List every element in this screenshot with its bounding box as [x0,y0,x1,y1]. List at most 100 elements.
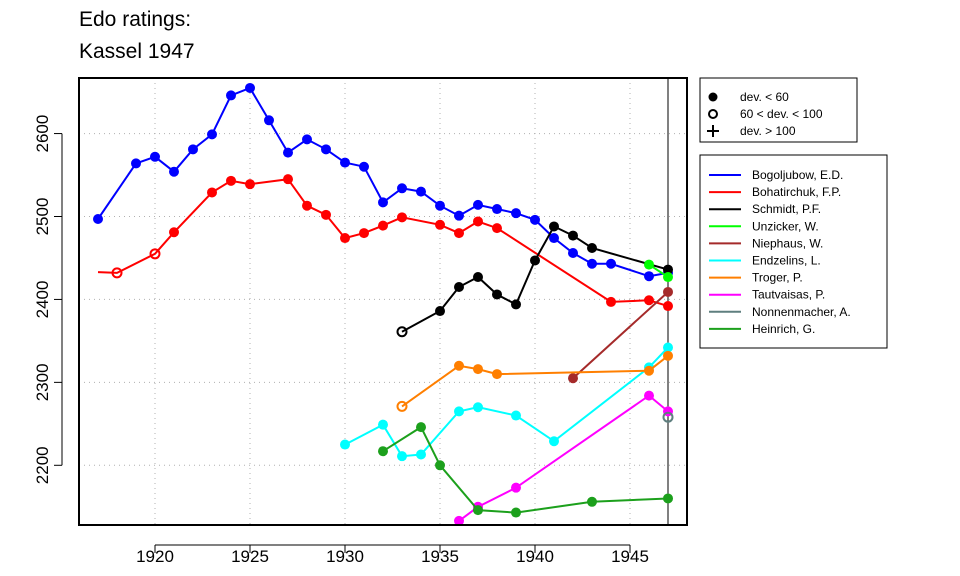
series-bogoljubow-e-d [93,82,673,282]
legend-label-unzicker-w: Unzicker, W. [752,219,819,233]
data-point [511,507,521,518]
data-point [226,90,236,101]
data-point [549,221,559,232]
data-point [568,247,578,258]
data-point [492,289,502,300]
x-tick-label: 1920 [136,547,174,566]
data-point [378,419,388,430]
data-point [530,255,540,266]
data-point [169,227,179,238]
series-endzelins-l [340,342,673,462]
y-tick-label: 2300 [33,363,52,401]
data-point [644,271,654,282]
data-point [264,115,274,126]
legend-label-bohatirchuk-f-p: Bohatirchuk, F.P. [752,185,841,199]
axes: 1920 1925 1930 1935 1940 1945 2200 2300 2400 2500… [33,115,649,566]
legend-label-troger-p: Troger, P. [752,271,803,285]
legend-label-nonnenmacher-a: Nonnenmacher, A. [752,305,851,319]
data-point [435,306,445,317]
data-point [492,369,502,380]
data-point [416,422,426,433]
x-tick-label: 1935 [421,547,459,566]
series-line-heinrich-g [382,425,669,514]
data-point [473,272,483,283]
series-legend: Bogoljubow, E.D. Bohatirchuk, F.P. Schmidt… [699,154,888,349]
data-point [473,364,483,375]
chart-title-line-1: Edo ratings: [79,8,192,31]
data-point [397,183,407,194]
data-point [321,144,331,155]
data-point [207,187,217,198]
data-point [397,212,407,223]
data-point [454,228,464,239]
data-point [663,264,673,275]
series-bohatirchuk-f-p [97,174,673,312]
data-point [587,496,597,507]
series-niephaus-w [568,286,673,384]
data-point [492,223,502,234]
data-point [644,295,654,306]
data-point [435,460,445,471]
data-point [396,400,408,412]
series-line-niephaus-w [572,291,669,379]
x-tick-label: 1940 [516,547,554,566]
data-point [606,258,616,269]
data-point [511,482,521,493]
marker-legend: dev. < 60 60 < dev. < 100 dev. > 100 [699,77,858,143]
data-point [587,243,597,254]
series-line-endzelins-l [344,346,669,458]
series-line-bogoljubow-e-d [97,86,669,278]
data-point [454,515,464,526]
x-tick-label: 1925 [231,547,269,566]
marker-legend-label: dev. < 60 [740,90,789,104]
series-line-schmidt-p-f [401,225,669,333]
data-point [663,301,673,312]
series-schmidt-p-f [396,221,673,338]
data-point [644,390,654,401]
data-point [396,326,408,338]
data-point [226,175,236,186]
series-layer [93,82,674,526]
data-point [283,174,293,185]
data-point [416,186,426,197]
data-point [663,493,673,504]
data-point [473,402,483,413]
data-point [302,200,312,211]
data-point [169,166,179,177]
data-point [454,406,464,417]
data-point [359,228,369,239]
marker-legend-label: dev. > 100 [740,124,796,138]
data-point [663,342,673,353]
series-line-tautvaisas-p [458,394,669,522]
data-point [131,158,141,169]
data-point [416,449,426,460]
data-point [511,299,521,310]
y-tick-label: 2400 [33,281,52,319]
plot-frame [78,77,688,526]
data-point [549,233,559,244]
data-point [644,365,654,376]
open-circle-symbol [708,109,718,119]
data-point [662,411,674,423]
data-point [378,446,388,457]
legend-label-schmidt-p-f: Schmidt, P.F. [752,202,821,216]
data-point [207,129,217,140]
data-point [606,296,616,307]
series-troger-p [396,350,673,412]
data-point [93,213,103,224]
y-tick-label: 2200 [33,446,52,484]
data-point [245,82,255,93]
data-point [150,151,160,162]
data-point [378,197,388,208]
data-point [245,179,255,190]
y-tick-label: 2500 [33,198,52,236]
data-point [549,436,559,447]
data-point [492,204,502,215]
marker-legend-label: 60 < dev. < 100 [740,107,823,121]
data-point [302,134,312,145]
data-point [587,258,597,269]
data-point [454,281,464,292]
legend-label-endzelins-l: Endzelins, L. [752,254,821,268]
data-point [340,439,350,450]
